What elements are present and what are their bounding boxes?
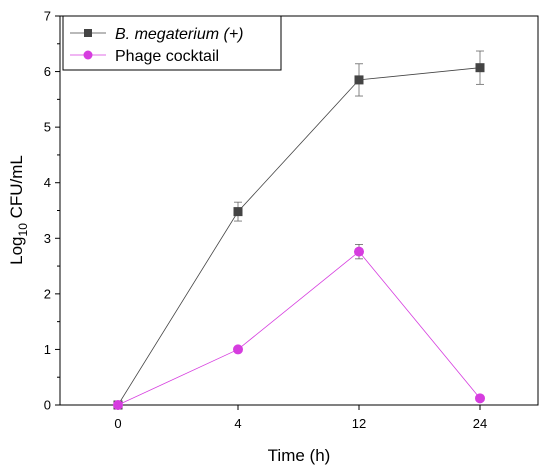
y-tick-label: 6 <box>44 64 51 79</box>
legend-marker-phage <box>83 50 93 60</box>
y-tick-label: 2 <box>44 286 51 301</box>
legend-entry-megaterium: B. megaterium (+) <box>70 26 243 43</box>
y-tick-label: 0 <box>44 398 51 413</box>
legend-marker-megaterium <box>84 29 92 37</box>
y-tick-label: 4 <box>44 175 51 190</box>
data-point <box>354 75 364 85</box>
series-0 <box>113 50 485 410</box>
plot-area <box>59 15 539 406</box>
data-point <box>475 393 485 404</box>
y-tick-label: 1 <box>44 342 51 357</box>
x-tick-label: 24 <box>473 416 487 431</box>
y-axis-title-main: Log <box>7 236 26 264</box>
legend: B. megaterium (+) Phage cocktail <box>62 15 282 71</box>
y-tick-label: 7 <box>44 9 51 24</box>
x-axis-title: Time (h) <box>268 446 331 465</box>
legend-label-megaterium: B. megaterium (+) <box>115 26 243 43</box>
y-tick-label: 5 <box>44 120 51 135</box>
legend-label-phage: Phage cocktail <box>115 48 219 65</box>
series-line <box>117 67 481 406</box>
legend-entry-phage: Phage cocktail <box>70 48 219 65</box>
x-tick-label: 4 <box>234 416 241 431</box>
series-line <box>117 251 481 406</box>
y-axis-title-subscript: 10 <box>16 223 30 237</box>
series-layer <box>113 50 485 410</box>
data-point <box>233 344 243 355</box>
legend-box <box>62 15 282 71</box>
y-axis-title: Log10 CFU/mL <box>7 155 30 265</box>
y-tick-label: 3 <box>44 231 51 246</box>
y-axis-title-rest: CFU/mL <box>7 155 26 223</box>
y-axis: 0 1 2 3 4 5 6 7 <box>44 9 60 413</box>
x-tick-label: 0 <box>114 416 121 431</box>
data-point <box>475 63 485 73</box>
series-1 <box>113 243 485 410</box>
plot-frame <box>59 15 539 406</box>
x-tick-label: 12 <box>352 416 366 431</box>
data-point <box>354 246 364 257</box>
data-point <box>233 207 243 217</box>
data-point <box>113 400 123 410</box>
x-axis: 0 4 12 24 <box>114 405 487 431</box>
